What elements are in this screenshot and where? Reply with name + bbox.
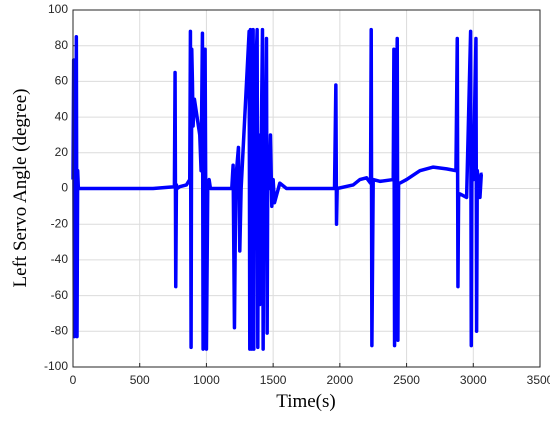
y-tick-label: -100: [44, 359, 68, 373]
y-tick-label: -80: [51, 323, 69, 337]
y-tick-label: 20: [55, 145, 69, 159]
x-tick-label: 500: [130, 373, 150, 387]
y-tick-label: -40: [51, 252, 69, 266]
y-tick-label: 60: [55, 74, 69, 88]
x-axis-label: Time(s): [276, 391, 335, 412]
x-tick-label: 2500: [393, 373, 420, 387]
data-line: [71, 27, 484, 351]
x-tick-label: 3500: [527, 373, 550, 387]
y-tick-label: 80: [55, 38, 69, 52]
x-tick-label: 1000: [193, 373, 220, 387]
y-tick-label: -60: [51, 288, 69, 302]
y-tick-label: 40: [55, 109, 69, 123]
x-tick-label: 0: [70, 373, 77, 387]
y-tick-label: 100: [48, 2, 68, 16]
x-tick-label: 2000: [327, 373, 354, 387]
y-tick-label: -20: [51, 216, 69, 230]
y-axis-label: Left Servo Angle (degree): [10, 89, 31, 288]
y-tick-label: 0: [61, 181, 68, 195]
x-tick-label: 3000: [460, 373, 487, 387]
x-tick-label: 1500: [260, 373, 287, 387]
plot-frame: [72, 9, 541, 368]
